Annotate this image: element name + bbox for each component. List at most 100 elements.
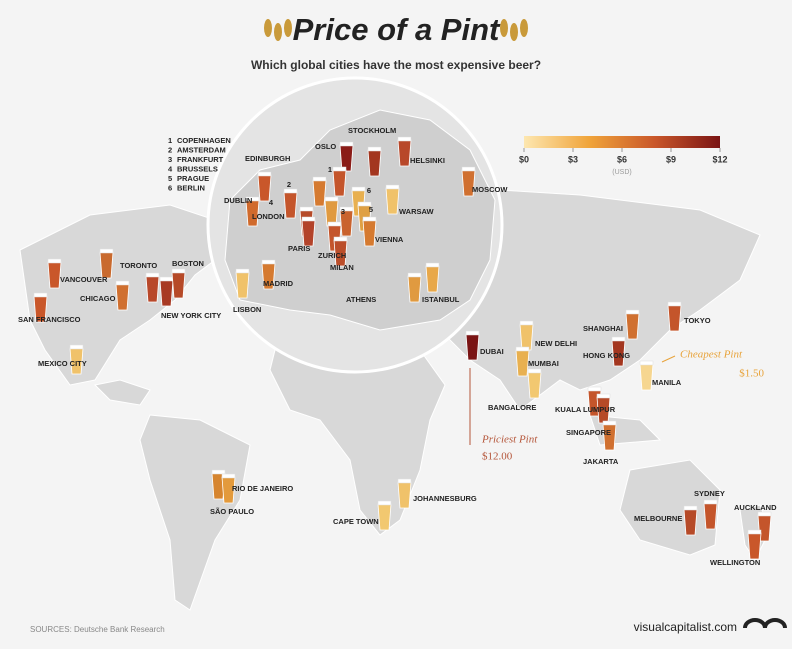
map-number: 6 xyxy=(367,186,371,195)
beer-glass xyxy=(159,279,174,307)
city-label: BOSTON xyxy=(172,259,204,268)
city-label: MUMBAI xyxy=(528,359,559,368)
city-label: MOSCOW xyxy=(472,185,508,194)
beer-glass xyxy=(667,304,682,332)
beer-foam xyxy=(115,280,130,286)
beer-foam xyxy=(333,236,348,242)
beer-foam xyxy=(515,346,530,352)
list-city: COPENHAGEN xyxy=(177,136,231,145)
list-number: 6 xyxy=(168,183,172,192)
city-label: MADRID xyxy=(263,279,294,288)
city-label: NEW DELHI xyxy=(535,339,577,348)
beer-glass xyxy=(332,169,347,197)
city-label: MEXICO CITY xyxy=(38,359,87,368)
beer-glass xyxy=(465,333,480,361)
beer-foam xyxy=(385,184,400,190)
city-label: KUALA LUMPUR xyxy=(555,405,616,414)
sources: SOURCES: Deutsche Bank Research xyxy=(30,625,165,634)
beer-foam xyxy=(47,258,62,264)
beer-foam xyxy=(171,268,186,274)
beer-foam xyxy=(145,272,160,278)
beer-glass xyxy=(283,191,298,219)
beer-foam xyxy=(611,336,626,342)
beer-foam xyxy=(757,511,772,517)
beer-glass xyxy=(625,312,640,340)
city-label: STOCKHOLM xyxy=(348,126,396,135)
beer-glass xyxy=(747,532,762,560)
legend-tick-label: $6 xyxy=(617,154,627,164)
legend-tick-label: $3 xyxy=(568,154,578,164)
city-label: HELSINKI xyxy=(410,156,445,165)
beer-foam xyxy=(257,171,272,177)
beer-foam xyxy=(332,166,347,172)
legend-bar xyxy=(524,136,720,148)
beer-foam xyxy=(339,206,354,212)
beer-foam xyxy=(327,221,342,227)
city-label: WELLINGTON xyxy=(710,558,760,567)
map-number: 5 xyxy=(369,205,373,214)
city-label: NEW YORK CITY xyxy=(161,311,221,320)
list-number: 3 xyxy=(168,155,172,164)
legend-tick-label: $0 xyxy=(519,154,529,164)
city-label: ISTANBUL xyxy=(422,295,460,304)
city-label: EDINBURGH xyxy=(245,154,290,163)
beer-foam xyxy=(596,393,611,399)
legend-tick-label: $9 xyxy=(666,154,676,164)
map-number: 4 xyxy=(269,198,274,207)
city-label: DUBLIN xyxy=(224,196,252,205)
city-label: SINGAPORE xyxy=(566,428,611,437)
beer-foam xyxy=(527,368,542,374)
list-city: AMSTERDAM xyxy=(177,145,226,154)
city-label: MILAN xyxy=(330,263,354,272)
beer-foam xyxy=(587,386,602,392)
cheapest-leader xyxy=(661,355,676,363)
beer-foam xyxy=(301,216,316,222)
beer-foam xyxy=(33,292,48,298)
beer-glass xyxy=(171,271,186,299)
beer-foam xyxy=(221,473,236,479)
list-city: BERLIN xyxy=(177,183,205,192)
map-number: 3 xyxy=(341,207,345,216)
legend-tick-label: $12 xyxy=(712,154,727,164)
city-label: TORONTO xyxy=(120,261,157,270)
city-label: ZURICH xyxy=(318,251,346,260)
beer-foam xyxy=(397,478,412,484)
beer-foam xyxy=(465,330,480,336)
beer-glass xyxy=(683,508,698,536)
city-label: CHICAGO xyxy=(80,294,116,303)
list-number: 4 xyxy=(168,164,173,173)
city-label: RIO DE JANEIRO xyxy=(232,484,293,493)
city-label: VIENNA xyxy=(375,235,404,244)
beer-glass xyxy=(703,502,718,530)
city-label: BANGALORE xyxy=(488,403,536,412)
city-label: LONDON xyxy=(252,212,285,221)
city-label: SAN FRANCISCO xyxy=(18,315,81,324)
city-label: VANCOUVER xyxy=(60,275,108,284)
beer-foam xyxy=(357,201,372,207)
title: Price of a Pint xyxy=(293,12,501,47)
brand: visualcapitalist.com xyxy=(634,620,737,634)
beer-foam xyxy=(235,268,250,274)
beer-glass xyxy=(397,481,412,509)
beer-foam xyxy=(703,499,718,505)
beer-glass xyxy=(312,179,327,207)
beer-foam xyxy=(324,196,339,202)
list-city: BRUSSELS xyxy=(177,164,218,173)
beer-foam xyxy=(339,141,354,147)
city-label: AUCKLAND xyxy=(734,503,777,512)
beer-glass xyxy=(367,149,382,177)
beer-foam xyxy=(683,505,698,511)
beer-foam xyxy=(639,360,654,366)
beer-foam xyxy=(261,259,276,265)
city-label: MELBOURNE xyxy=(634,514,682,523)
beer-glass xyxy=(519,323,534,351)
beer-glass xyxy=(377,503,392,531)
city-label: TOKYO xyxy=(684,316,711,325)
city-label: JOHANNESBURG xyxy=(413,494,477,503)
beer-foam xyxy=(245,196,260,202)
beer-foam xyxy=(425,262,440,268)
priciest-label: Priciest Pint xyxy=(481,434,538,446)
cheapest-label: Cheapest Pint xyxy=(680,349,743,361)
world-map xyxy=(19,189,771,611)
city-label: LISBON xyxy=(233,305,261,314)
